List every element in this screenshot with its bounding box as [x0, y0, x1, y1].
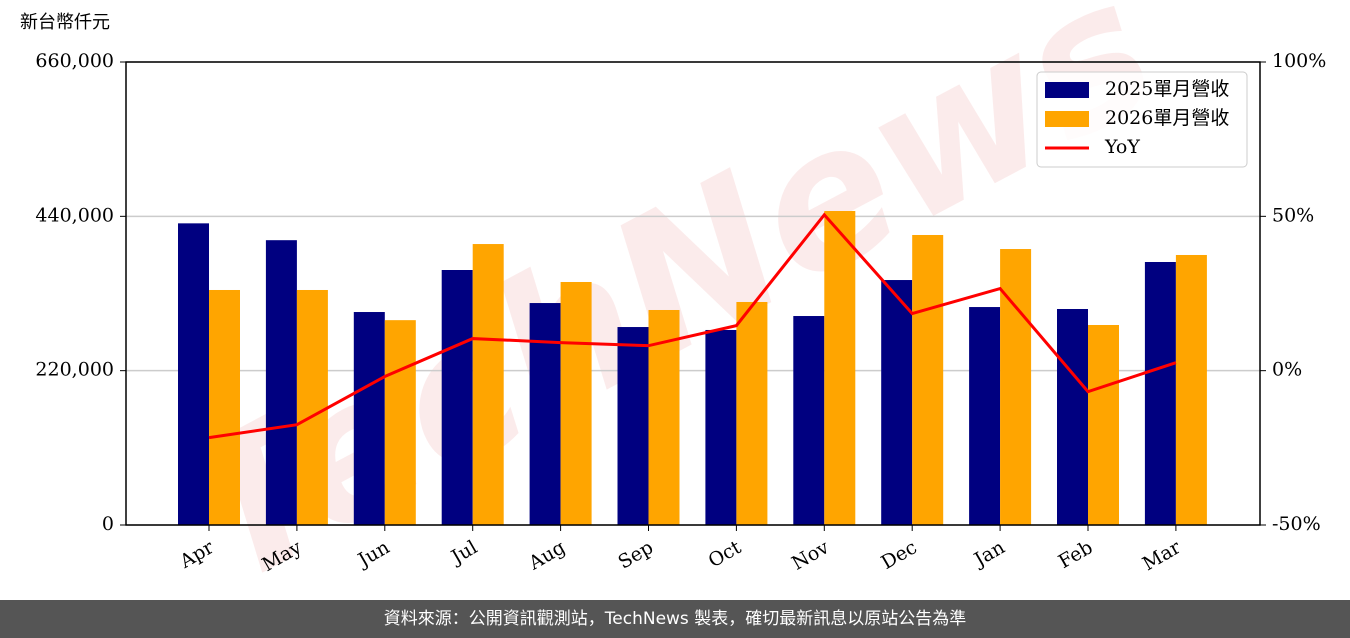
x-tick-label: Nov	[788, 536, 833, 575]
legend-box	[1036, 71, 1248, 168]
bar	[881, 280, 913, 525]
bar	[912, 234, 944, 525]
footer: 資料來源：公開資訊觀測站，TechNews 製表，確切最新訊息以原站公告為準	[0, 600, 1350, 638]
bar	[209, 289, 240, 525]
bar	[384, 320, 416, 525]
bar	[441, 269, 473, 525]
y-tick-label: 0	[102, 513, 114, 535]
legend-swatch	[1045, 82, 1089, 98]
y-tick-label: 660,000	[35, 50, 114, 72]
x-tick-label: Oct	[705, 536, 746, 572]
x-tick-label: Dec	[878, 536, 921, 574]
x-tick-label: Aug	[524, 536, 569, 575]
y2-tick-label: 0%	[1272, 359, 1302, 381]
bar	[1000, 249, 1032, 526]
bar	[472, 244, 504, 525]
x-tick-label: Feb	[1055, 536, 1097, 573]
y-unit: 新台幣仟元	[20, 12, 110, 33]
y2-tick-label: -50%	[1272, 513, 1321, 535]
legend-swatch	[1045, 111, 1089, 127]
bar	[265, 240, 297, 525]
y-tick-label: 440,000	[35, 204, 114, 226]
legend-label: YoY	[1104, 136, 1140, 158]
x-tick-label: Sep	[614, 536, 657, 573]
bar	[1057, 309, 1088, 525]
bar	[824, 211, 856, 525]
bar	[969, 307, 1001, 525]
bar	[1088, 324, 1119, 525]
bar	[560, 281, 592, 525]
bar	[178, 223, 209, 525]
bar	[736, 301, 768, 525]
legend-label: 2026單月營收	[1105, 107, 1229, 129]
bar	[617, 327, 649, 525]
x-tick-label: Jan	[969, 536, 1009, 572]
x-tick-label: Mar	[1139, 536, 1185, 575]
y2-tick-label: 100%	[1272, 50, 1326, 72]
bar	[705, 329, 737, 525]
bar	[1175, 254, 1207, 525]
chart: 新台幣仟元 TechNews 0220,000440,000660,000-50…	[20, 0, 1326, 628]
y-tick-label: 220,000	[35, 359, 114, 381]
bar	[353, 312, 385, 525]
x-tick-label: Jul	[446, 536, 481, 569]
y2-tick-label: 50%	[1272, 204, 1314, 226]
plot-frame	[125, 61, 1261, 526]
line	[208, 212, 1177, 440]
bar	[529, 303, 561, 525]
legend-label: 2025單月營收	[1105, 78, 1229, 100]
bar	[793, 316, 825, 525]
bar	[296, 289, 328, 525]
bar	[1144, 262, 1176, 525]
